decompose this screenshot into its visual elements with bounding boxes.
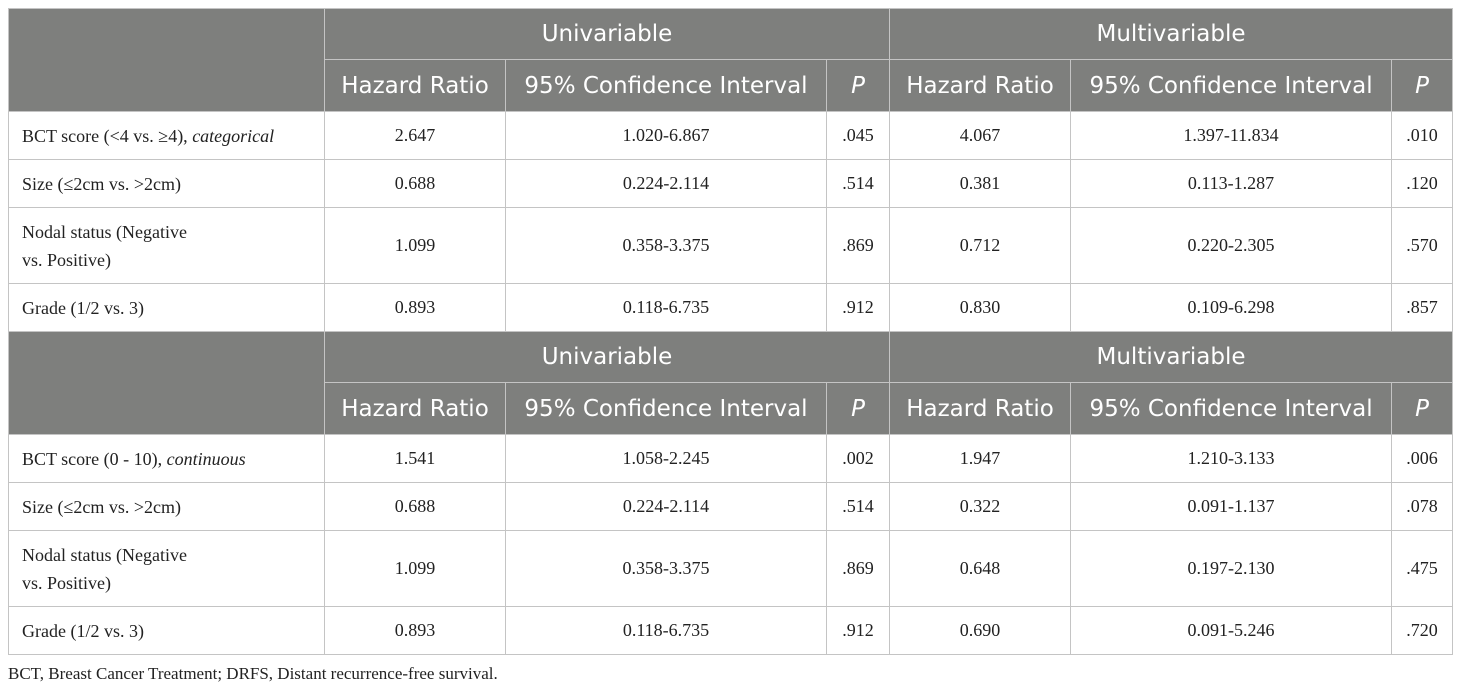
- row-label-line1: Nodal status (Negative: [22, 544, 187, 565]
- row-label-text: Size (≤2cm vs. >2cm): [22, 173, 181, 194]
- row-label-line2: vs. Positive): [22, 572, 112, 593]
- uni-ci-cell: 0.358-3.375: [505, 530, 827, 607]
- hazard-ratio-table: Univariable Multivariable Hazard Ratio 9…: [8, 8, 1454, 655]
- multi-hazard-ratio-cell: 0.712: [889, 207, 1072, 284]
- col-header-multi-confidence-interval: 95% Confidence Interval: [1070, 382, 1393, 435]
- multi-p-cell: .078: [1391, 482, 1454, 531]
- row-label: Grade (1/2 vs. 3): [8, 283, 325, 332]
- row-label: BCT score (<4 vs. ≥4), categorical: [8, 111, 325, 160]
- uni-p-cell: .912: [825, 606, 891, 655]
- multi-hazard-ratio-cell: 1.947: [889, 434, 1072, 483]
- section1-group-header-row: Univariable Multivariable: [8, 8, 1454, 112]
- multi-ci-cell: 0.197-2.130: [1070, 530, 1393, 607]
- section2-multivariable-header: Multivariable: [889, 331, 1454, 383]
- multi-p-cell: .475: [1391, 530, 1454, 607]
- multi-hazard-ratio-cell: 0.381: [889, 159, 1072, 208]
- section1-multivariable-header: Multivariable: [889, 8, 1454, 60]
- uni-ci-cell: 1.058-2.245: [505, 434, 827, 483]
- multi-p-cell: .006: [1391, 434, 1454, 483]
- uni-p-cell: .912: [825, 283, 891, 332]
- section2-group-header-row: Univariable Multivariable: [8, 331, 1454, 435]
- multi-ci-cell: 1.397-11.834: [1070, 111, 1393, 160]
- multi-hazard-ratio-cell: 0.648: [889, 530, 1072, 607]
- multi-hazard-ratio-cell: 4.067: [889, 111, 1072, 160]
- uni-hazard-ratio-cell: 1.099: [324, 207, 506, 284]
- row-label-line1: Nodal status (Negative: [22, 221, 187, 242]
- row-label-line2: vs. Positive): [22, 249, 112, 270]
- row-label: BCT score (0 - 10), continuous: [8, 434, 325, 483]
- multi-p-cell: .010: [1391, 111, 1454, 160]
- table-row: BCT score (0 - 10), continuous 1.541 1.0…: [8, 434, 1454, 483]
- row-label-text: Grade (1/2 vs. 3): [22, 297, 144, 318]
- col-header-multi-hazard-ratio: Hazard Ratio: [889, 382, 1072, 435]
- multi-ci-cell: 0.091-5.246: [1070, 606, 1393, 655]
- uni-p-cell: .002: [825, 434, 891, 483]
- col-header-uni-hazard-ratio: Hazard Ratio: [324, 59, 506, 112]
- row-label: Nodal status (Negative vs. Positive): [8, 530, 325, 607]
- row-label-text: BCT score (<4 vs. ≥4),: [22, 125, 193, 146]
- row-label-note: categorical: [192, 125, 275, 146]
- col-header-uni-confidence-interval: 95% Confidence Interval: [505, 59, 827, 112]
- uni-hazard-ratio-cell: 2.647: [324, 111, 506, 160]
- multi-ci-cell: 1.210-3.133: [1070, 434, 1393, 483]
- uni-hazard-ratio-cell: 0.893: [324, 283, 506, 332]
- row-label-text: Grade (1/2 vs. 3): [22, 620, 144, 641]
- uni-ci-cell: 0.118-6.735: [505, 606, 827, 655]
- uni-p-cell: .514: [825, 482, 891, 531]
- row-label: Size (≤2cm vs. >2cm): [8, 482, 325, 531]
- col-header-uni-p: P: [825, 59, 891, 112]
- row-label-text: BCT score (0 - 10),: [22, 448, 167, 469]
- col-header-uni-confidence-interval: 95% Confidence Interval: [505, 382, 827, 435]
- uni-hazard-ratio-cell: 0.893: [324, 606, 506, 655]
- col-header-multi-hazard-ratio: Hazard Ratio: [889, 59, 1072, 112]
- multi-p-cell: .720: [1391, 606, 1454, 655]
- uni-hazard-ratio-cell: 1.541: [324, 434, 506, 483]
- row-label: Grade (1/2 vs. 3): [8, 606, 325, 655]
- row-label-text: Size (≤2cm vs. >2cm): [22, 496, 181, 517]
- uni-hazard-ratio-cell: 0.688: [324, 159, 506, 208]
- multi-p-cell: .570: [1391, 207, 1454, 284]
- multi-ci-cell: 0.220-2.305: [1070, 207, 1393, 284]
- section1-univariable-header: Univariable: [323, 8, 891, 60]
- multi-hazard-ratio-cell: 0.322: [889, 482, 1072, 531]
- table-footnote: BCT, Breast Cancer Treatment; DRFS, Dist…: [8, 664, 498, 683]
- uni-p-cell: .869: [825, 530, 891, 607]
- uni-p-cell: .514: [825, 159, 891, 208]
- table-row: Nodal status (Negative vs. Positive) 1.09…: [8, 530, 1454, 607]
- table-row: Size (≤2cm vs. >2cm) 0.688 0.224-2.114 .…: [8, 159, 1454, 208]
- table-row: Grade (1/2 vs. 3) 0.893 0.118-6.735 .912…: [8, 606, 1454, 655]
- col-header-uni-hazard-ratio: Hazard Ratio: [324, 382, 506, 435]
- uni-ci-cell: 0.224-2.114: [505, 159, 827, 208]
- section2-blank-header-cell: [8, 331, 325, 435]
- uni-ci-cell: 0.118-6.735: [505, 283, 827, 332]
- section1-column-header-row: Hazard Ratio 95% Confidence Interval P H…: [9, 59, 1454, 112]
- col-header-multi-p: P: [1391, 59, 1454, 112]
- table-row: Size (≤2cm vs. >2cm) 0.688 0.224-2.114 .…: [8, 482, 1454, 531]
- multi-ci-cell: 0.113-1.287: [1070, 159, 1393, 208]
- multi-hazard-ratio-cell: 0.690: [889, 606, 1072, 655]
- table-row: Nodal status (Negative vs. Positive) 1.09…: [8, 207, 1454, 284]
- uni-p-cell: .869: [825, 207, 891, 284]
- row-label: Size (≤2cm vs. >2cm): [8, 159, 325, 208]
- row-label: Nodal status (Negative vs. Positive): [8, 207, 325, 284]
- multi-p-cell: .857: [1391, 283, 1454, 332]
- section1-blank-header-cell: [8, 8, 325, 112]
- row-label-note: continuous: [166, 448, 246, 469]
- multi-ci-cell: 0.109-6.298: [1070, 283, 1393, 332]
- section2-univariable-header: Univariable: [323, 331, 891, 383]
- uni-ci-cell: 0.358-3.375: [505, 207, 827, 284]
- uni-hazard-ratio-cell: 0.688: [324, 482, 506, 531]
- multi-ci-cell: 0.091-1.137: [1070, 482, 1393, 531]
- uni-hazard-ratio-cell: 1.099: [324, 530, 506, 607]
- uni-ci-cell: 0.224-2.114: [505, 482, 827, 531]
- uni-p-cell: .045: [825, 111, 891, 160]
- table-row: Grade (1/2 vs. 3) 0.893 0.118-6.735 .912…: [8, 283, 1454, 332]
- multi-p-cell: .120: [1391, 159, 1454, 208]
- col-header-uni-p: P: [825, 382, 891, 435]
- col-header-multi-p: P: [1391, 382, 1454, 435]
- uni-ci-cell: 1.020-6.867: [505, 111, 827, 160]
- table-row: BCT score (<4 vs. ≥4), categorical 2.647…: [8, 111, 1454, 160]
- multi-hazard-ratio-cell: 0.830: [889, 283, 1072, 332]
- col-header-multi-confidence-interval: 95% Confidence Interval: [1070, 59, 1393, 112]
